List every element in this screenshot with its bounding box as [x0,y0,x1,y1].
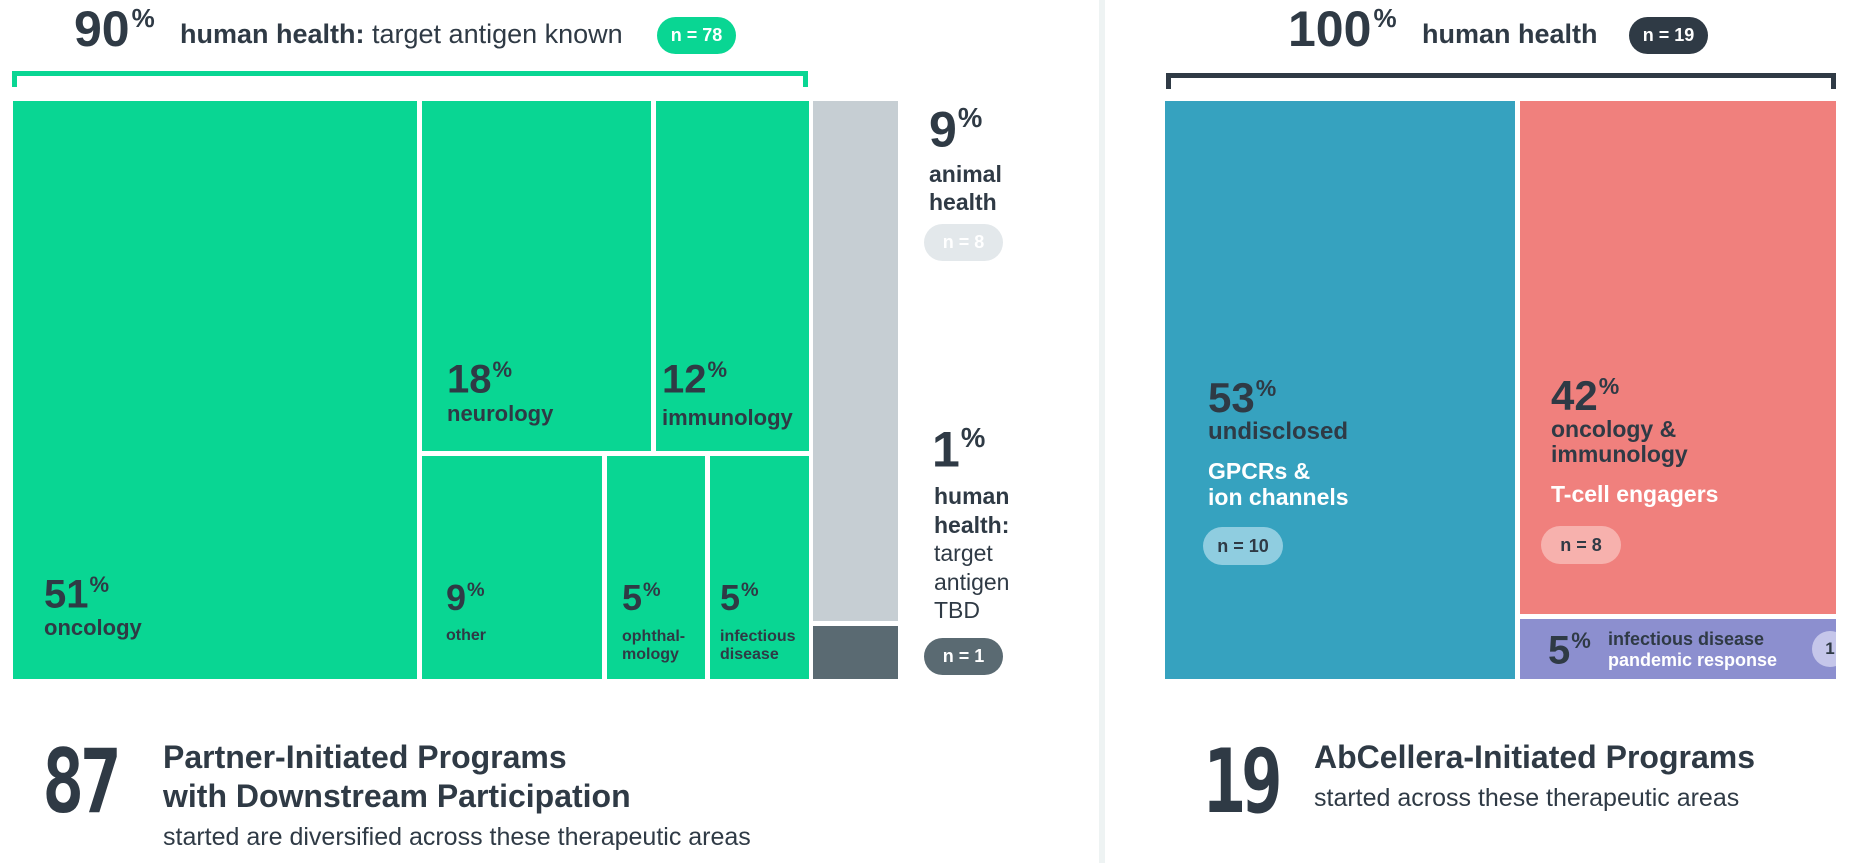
cell-infectious-disease: 5% infectious disease [710,456,809,679]
oncology-immunology-percent: 42% [1551,372,1620,420]
target-tbd-percent: 1% [932,421,986,478]
ophthalmology-label: ophthal- mology [622,628,686,663]
cell-neurology: 18% neurology [422,101,651,451]
immunology-percent: 12% [662,357,728,402]
other-label: other [446,627,486,644]
partner-header-count-badge: n = 78 [657,17,736,54]
oncology-immunology-count-badge: n = 8 [1541,526,1621,564]
oncology-label: oncology [44,615,142,640]
target-tbd-label: human health: target antigen TBD [934,483,1010,624]
target-tbd-count-badge: n = 1 [924,638,1003,675]
cell-undisclosed: 53% undisclosed GPCRs & ion channels n =… [1165,101,1515,679]
undisclosed-label: undisclosed [1208,418,1349,445]
animal-health-count-badge: n = 8 [924,224,1003,261]
infectious-label: infectious disease [720,628,796,663]
cell-immunology: 12% immunology [656,101,809,451]
abcellera-header-bracket [1166,73,1836,89]
infectious-pandemic-label: infectious disease pandemic response [1608,629,1778,671]
abcellera-header-count-badge: n = 19 [1629,17,1708,54]
partner-header-percent: 90% [74,1,155,57]
infectious-pandemic-count-badge: 1 [1812,631,1836,667]
abcellera-header-percent: 100% [1288,1,1397,57]
neurology-label: neurology [447,401,554,426]
abcellera-header-label: human health [1422,19,1598,49]
other-percent: 9% [446,577,485,618]
cell-oncology-immunology: 42% oncology & immunology T-cell engager… [1520,101,1836,614]
oncology-percent: 51% [44,572,110,617]
partner-footer-subtitle: started are diversified across these the… [163,823,751,851]
animal-health-label: animal health [929,161,1002,215]
cell-other: 9% other [422,456,602,679]
animal-health-percent: 9% [929,101,983,158]
undisclosed-sublabel: GPCRs & ion channels [1208,458,1349,511]
cell-oncology: 51% oncology [13,101,417,679]
bar-animal-health [813,101,898,621]
abcellera-footer-subtitle: started across these therapeutic areas [1314,784,1740,812]
bar-target-tbd [813,626,898,679]
partner-program-count: 87 [42,730,122,833]
infectious-pandemic-percent: 5% [1548,628,1591,673]
cell-infectious-pandemic: 5% infectious disease pandemic response … [1520,619,1836,679]
undisclosed-count-badge: n = 10 [1203,527,1283,565]
partner-header-label: human health: target antigen known [180,19,623,49]
infectious-percent: 5% [720,577,759,618]
cell-ophthalmology: 5% ophthal- mology [607,456,705,679]
partner-footer-title: Partner-Initiated Programs with Downstre… [163,739,631,815]
abcellera-footer-title: AbCellera-Initiated Programs [1314,739,1755,775]
neurology-percent: 18% [447,357,513,402]
undisclosed-percent: 53% [1208,374,1277,422]
ophthalmology-percent: 5% [622,577,661,618]
oncology-immunology-label: oncology & immunology [1551,416,1688,467]
abcellera-program-count: 19 [1203,730,1283,833]
immunology-label: immunology [662,405,793,430]
oncology-immunology-sublabel: T-cell engagers [1551,481,1719,507]
partner-header-bracket [12,71,808,87]
chart-divider [1099,0,1105,863]
